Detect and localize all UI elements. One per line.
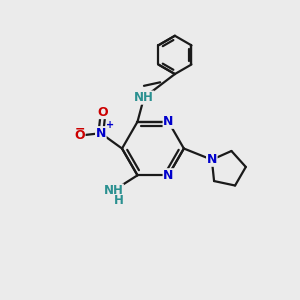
Text: N: N [163,115,174,128]
Text: O: O [98,106,109,118]
Text: NH: NH [103,184,123,197]
Text: O: O [74,129,85,142]
Text: +: + [106,120,114,130]
Text: N: N [207,153,217,166]
Text: H: H [114,194,124,206]
Text: N: N [163,169,174,182]
Text: −: − [74,123,85,136]
Text: NH: NH [134,91,154,104]
Text: N: N [96,127,106,140]
